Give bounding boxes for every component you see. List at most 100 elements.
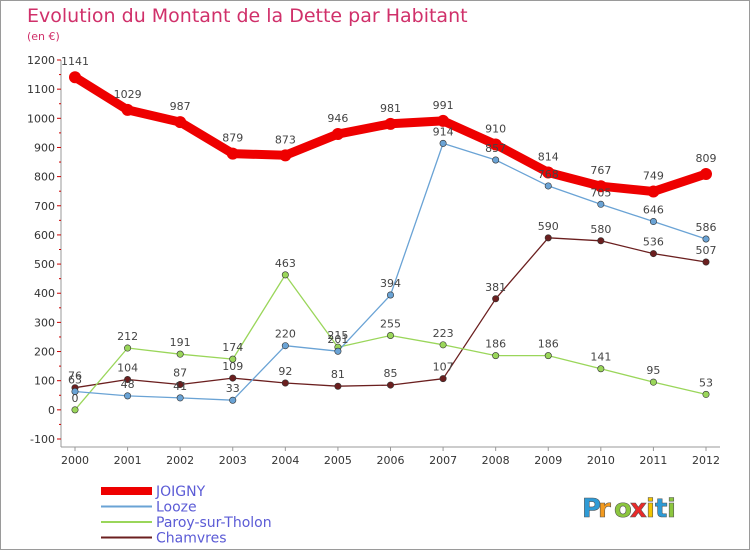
data-label-chamvres: 580 [590,223,611,236]
chart-axes: -100 0 100 200 300 400 500 600 700 800 900 1000 1100… [27,54,720,467]
data-label-looze: 394 [380,277,401,290]
y-tick-label: 900 [34,141,55,154]
x-tick-label: 2001 [114,454,142,467]
data-point-looze [544,182,552,190]
data-point-paroy-sur-tholon [649,378,657,386]
data-label-paroy-sur-tholon: 95 [646,364,660,377]
chart-title: Evolution du Montant de la Dette par Hab… [27,5,468,27]
data-point-paroy-sur-tholon [71,406,79,414]
x-tick-label: 2007 [429,454,457,467]
data-label-joigny: 749 [643,169,664,182]
x-tick-label: 2009 [534,454,562,467]
legend-label: Paroy-sur-Tholon [156,515,272,531]
data-point-paroy-sur-tholon [229,355,237,363]
y-tick-label: 800 [34,171,55,184]
data-point-looze [702,235,710,243]
data-label-joigny: 879 [222,132,243,145]
data-label-paroy-sur-tholon: 53 [699,376,713,389]
x-tick-label: 2000 [61,454,89,467]
chart-unit: (en €) [27,30,60,43]
data-point-chamvres [386,381,394,389]
proxiti-logo: Pr ox i t i [582,494,677,525]
data-label-chamvres: 76 [68,370,82,383]
data-point-joigny [331,128,344,141]
y-tick-label: 500 [34,258,55,271]
data-point-looze [124,392,132,400]
y-tick-label: 0 [48,404,55,417]
y-tick-label: -100 [30,433,55,446]
data-points [69,71,712,414]
data-label-chamvres: 81 [331,368,345,381]
data-label-paroy-sur-tholon: 191 [170,336,191,349]
data-point-joigny [226,147,239,160]
logo-letter: P [582,494,601,524]
data-point-looze [386,291,394,299]
y-tick-label: 600 [34,229,55,242]
data-label-looze: 33 [226,382,240,395]
data-point-paroy-sur-tholon [492,352,500,360]
data-point-joigny [542,166,555,179]
data-label-looze: 857 [485,142,506,155]
data-label-chamvres: 381 [485,281,506,294]
y-tick-label: 200 [34,346,55,359]
data-label-joigny: 910 [485,123,506,136]
data-label-chamvres: 85 [384,367,398,380]
y-tick-label: 400 [34,287,55,300]
data-label-chamvres: 536 [643,236,664,249]
data-label-joigny: 873 [275,133,296,146]
data-point-looze [71,387,79,395]
data-point-chamvres [176,380,184,388]
data-label-looze: 41 [173,380,187,393]
data-label-chamvres: 590 [538,220,559,233]
data-point-chamvres [702,258,710,266]
y-tick-label: 1100 [27,83,55,96]
logo-letter: i [667,494,676,524]
logo-letter: o [614,494,632,524]
data-point-looze [649,218,657,226]
data-point-joigny [279,149,292,162]
data-point-joigny [489,138,502,151]
data-label-paroy-sur-tholon: 255 [380,318,401,331]
data-point-paroy-sur-tholon [439,341,447,349]
data-point-paroy-sur-tholon [597,365,605,373]
data-label-paroy-sur-tholon: 141 [590,351,611,364]
x-tick-label: 2004 [271,454,299,467]
data-label-joigny: 991 [433,99,454,112]
x-tick-label: 2008 [482,454,510,467]
logo-letter: r [598,494,611,524]
data-point-chamvres [334,382,342,390]
logo-letter: t [655,494,667,524]
x-tick-label: 2003 [219,454,247,467]
data-point-looze [597,200,605,208]
data-point-looze [492,156,500,164]
data-label-joigny: 767 [590,164,611,177]
data-point-chamvres [229,374,237,382]
data-point-chamvres [649,250,657,258]
x-tick-label: 2012 [692,454,720,467]
legend-label: Chamvres [156,531,227,547]
series-line-chamvres [74,237,707,389]
y-tick-label: 100 [34,375,55,388]
data-point-chamvres [544,234,552,242]
data-point-joigny [121,103,134,116]
legend-label: Looze [156,500,197,516]
x-tick-label: 2002 [166,454,194,467]
data-point-looze [334,347,342,355]
data-label-joigny: 1141 [61,55,89,68]
data-label-joigny: 809 [696,152,717,165]
x-tick-label: 2010 [587,454,615,467]
data-label-joigny: 946 [327,112,348,125]
y-tick-label: 300 [34,316,55,329]
data-label-looze: 768 [538,168,559,181]
data-point-joigny [384,117,397,130]
legend-label: JOIGNY [155,484,206,500]
data-point-joigny [594,180,607,193]
data-point-paroy-sur-tholon [124,344,132,352]
data-label-paroy-sur-tholon: 212 [117,330,138,343]
data-label-looze: 705 [590,186,611,199]
data-point-chamvres [124,376,132,384]
data-label-chamvres: 92 [278,365,292,378]
x-tick-label: 2005 [324,454,352,467]
